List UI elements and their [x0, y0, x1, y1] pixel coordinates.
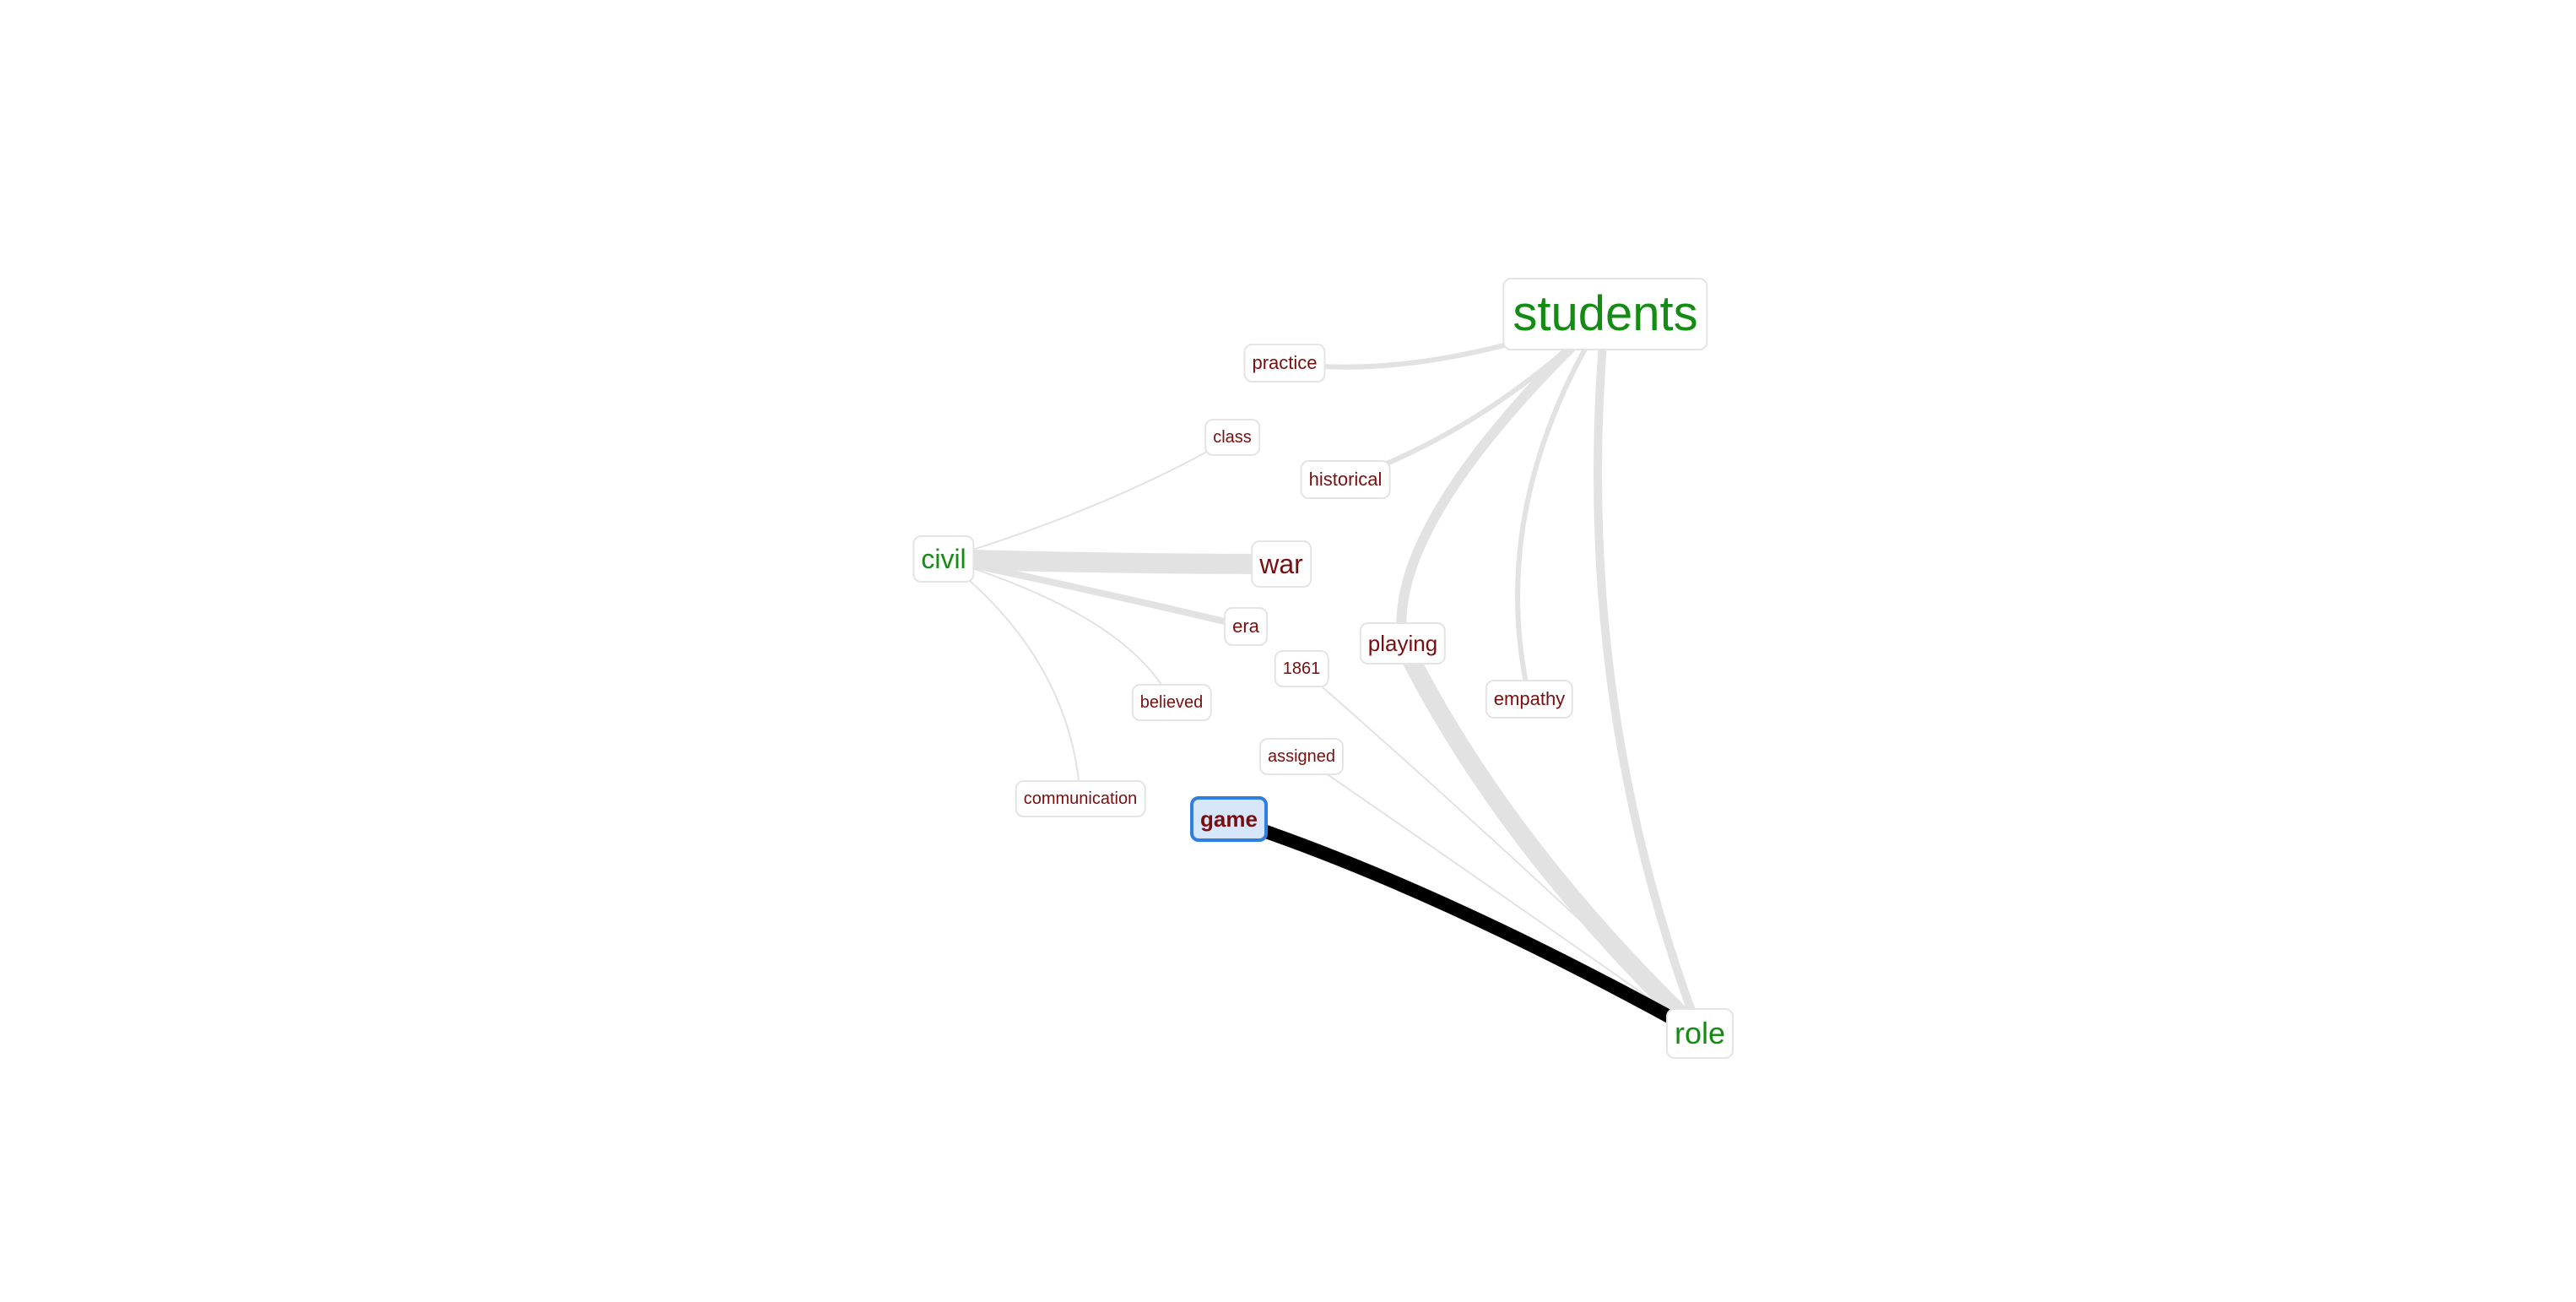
edge-students-playing[interactable] [1396, 310, 1610, 644]
node-game[interactable]: game [1190, 796, 1268, 842]
node-1861[interactable]: 1861 [1274, 650, 1329, 687]
node-practice[interactable]: practice [1243, 344, 1326, 382]
edge-students-role[interactable] [1594, 313, 1704, 1035]
node-assigned[interactable]: assigned [1258, 738, 1345, 775]
edge-civil-war[interactable] [943, 549, 1282, 574]
edge-civil-believed[interactable] [943, 558, 1172, 703]
edge-playing-role[interactable] [1394, 639, 1707, 1040]
edge-assigned-role[interactable] [1301, 756, 1701, 1034]
node-war[interactable]: war [1251, 540, 1312, 588]
edge-game-role[interactable] [1226, 812, 1703, 1039]
edge-1861-role[interactable] [1301, 668, 1701, 1034]
edge-civil-class[interactable] [943, 437, 1233, 560]
node-role[interactable]: role [1665, 1008, 1734, 1059]
node-students[interactable]: students [1502, 278, 1708, 350]
node-communication[interactable]: communication [1015, 780, 1146, 817]
edge-civil-era[interactable] [943, 556, 1247, 630]
node-era[interactable]: era [1224, 607, 1268, 646]
edge-students-empathy[interactable] [1515, 312, 1608, 700]
node-civil[interactable]: civil [912, 535, 975, 583]
node-playing[interactable]: playing [1359, 622, 1447, 665]
edge-civil-communication[interactable] [943, 558, 1081, 800]
node-empathy[interactable]: empathy [1485, 680, 1574, 719]
node-historical[interactable]: historical [1300, 460, 1391, 499]
node-class[interactable]: class [1204, 419, 1260, 456]
node-believed[interactable]: believed [1131, 684, 1212, 721]
